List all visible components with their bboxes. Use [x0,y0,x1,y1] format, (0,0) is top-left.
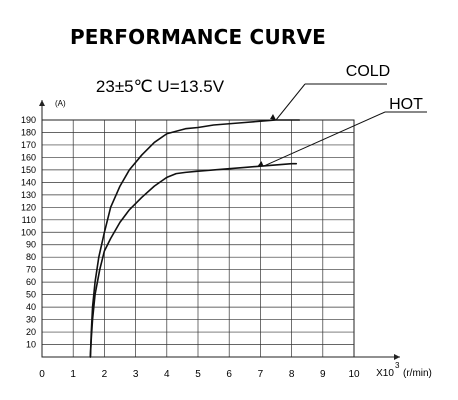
series-line-cold [89,119,301,358]
series-layer [89,119,301,358]
callouts-layer: COLD HOT [257,63,427,167]
cold-callout-arrowhead [270,114,276,120]
y-tick-label: 160 [21,152,36,162]
y-ticks-layer: 10 20 30 40 50 60 70 80 90 100 110 120 130 140 150 160 1… [21,115,36,350]
y-tick-label: 100 [21,227,36,237]
hot-callout-line [263,111,386,167]
y-tick-label: 150 [21,165,36,175]
series-line-hot [89,162,298,358]
y-tick-label: 60 [26,277,36,287]
hot-callout-arrowhead [257,161,264,167]
y-tick-label: 20 [26,327,36,337]
y-tick-label: 130 [21,190,36,200]
y-tick-label: 90 [26,240,36,250]
x-tick-label: 9 [320,369,326,380]
y-tick-label: 140 [21,177,36,187]
y-tick-label: 180 [21,127,36,137]
x-axis-exponent: 3 [395,361,400,370]
y-tick-label: 120 [21,202,36,212]
axes-layer [39,100,400,360]
x-tick-label: 4 [164,369,170,380]
y-tick-label: 70 [26,265,36,275]
y-tick-label: 10 [26,340,36,350]
x-axis-prefix: X10 [376,368,394,379]
x-axis-arrow [394,354,400,360]
x-tick-label: 1 [70,369,76,380]
y-axis-arrow [39,100,45,106]
y-tick-label: 80 [26,252,36,262]
y-tick-label: 170 [21,140,36,150]
x-ticks-layer: 0 1 2 3 4 5 6 7 8 9 10 [39,369,360,380]
grid-layer [41,119,355,358]
series-label-cold: COLD [346,63,390,80]
y-tick-label: 30 [26,315,36,325]
y-tick-label: 190 [21,115,36,125]
x-axis-unit: (r/min) [403,368,432,379]
x-tick-label: 0 [39,369,45,380]
y-tick-label: 50 [26,290,36,300]
x-tick-label: 7 [258,369,264,380]
y-axis-unit: (A) [55,99,66,108]
y-tick-label: 40 [26,302,36,312]
series-label-hot: HOT [389,96,423,113]
x-tick-label: 10 [348,369,360,380]
chart-title: PERFORMANCE CURVE [70,25,326,49]
x-tick-label: 6 [226,369,232,380]
x-tick-label: 2 [102,369,108,380]
chart-subtitle: 23±5℃ U=13.5V [96,77,225,96]
x-tick-label: 8 [289,369,295,380]
cold-callout-line [275,83,306,121]
x-tick-label: 3 [133,369,139,380]
x-tick-label: 5 [195,369,201,380]
y-tick-label: 110 [22,215,36,225]
